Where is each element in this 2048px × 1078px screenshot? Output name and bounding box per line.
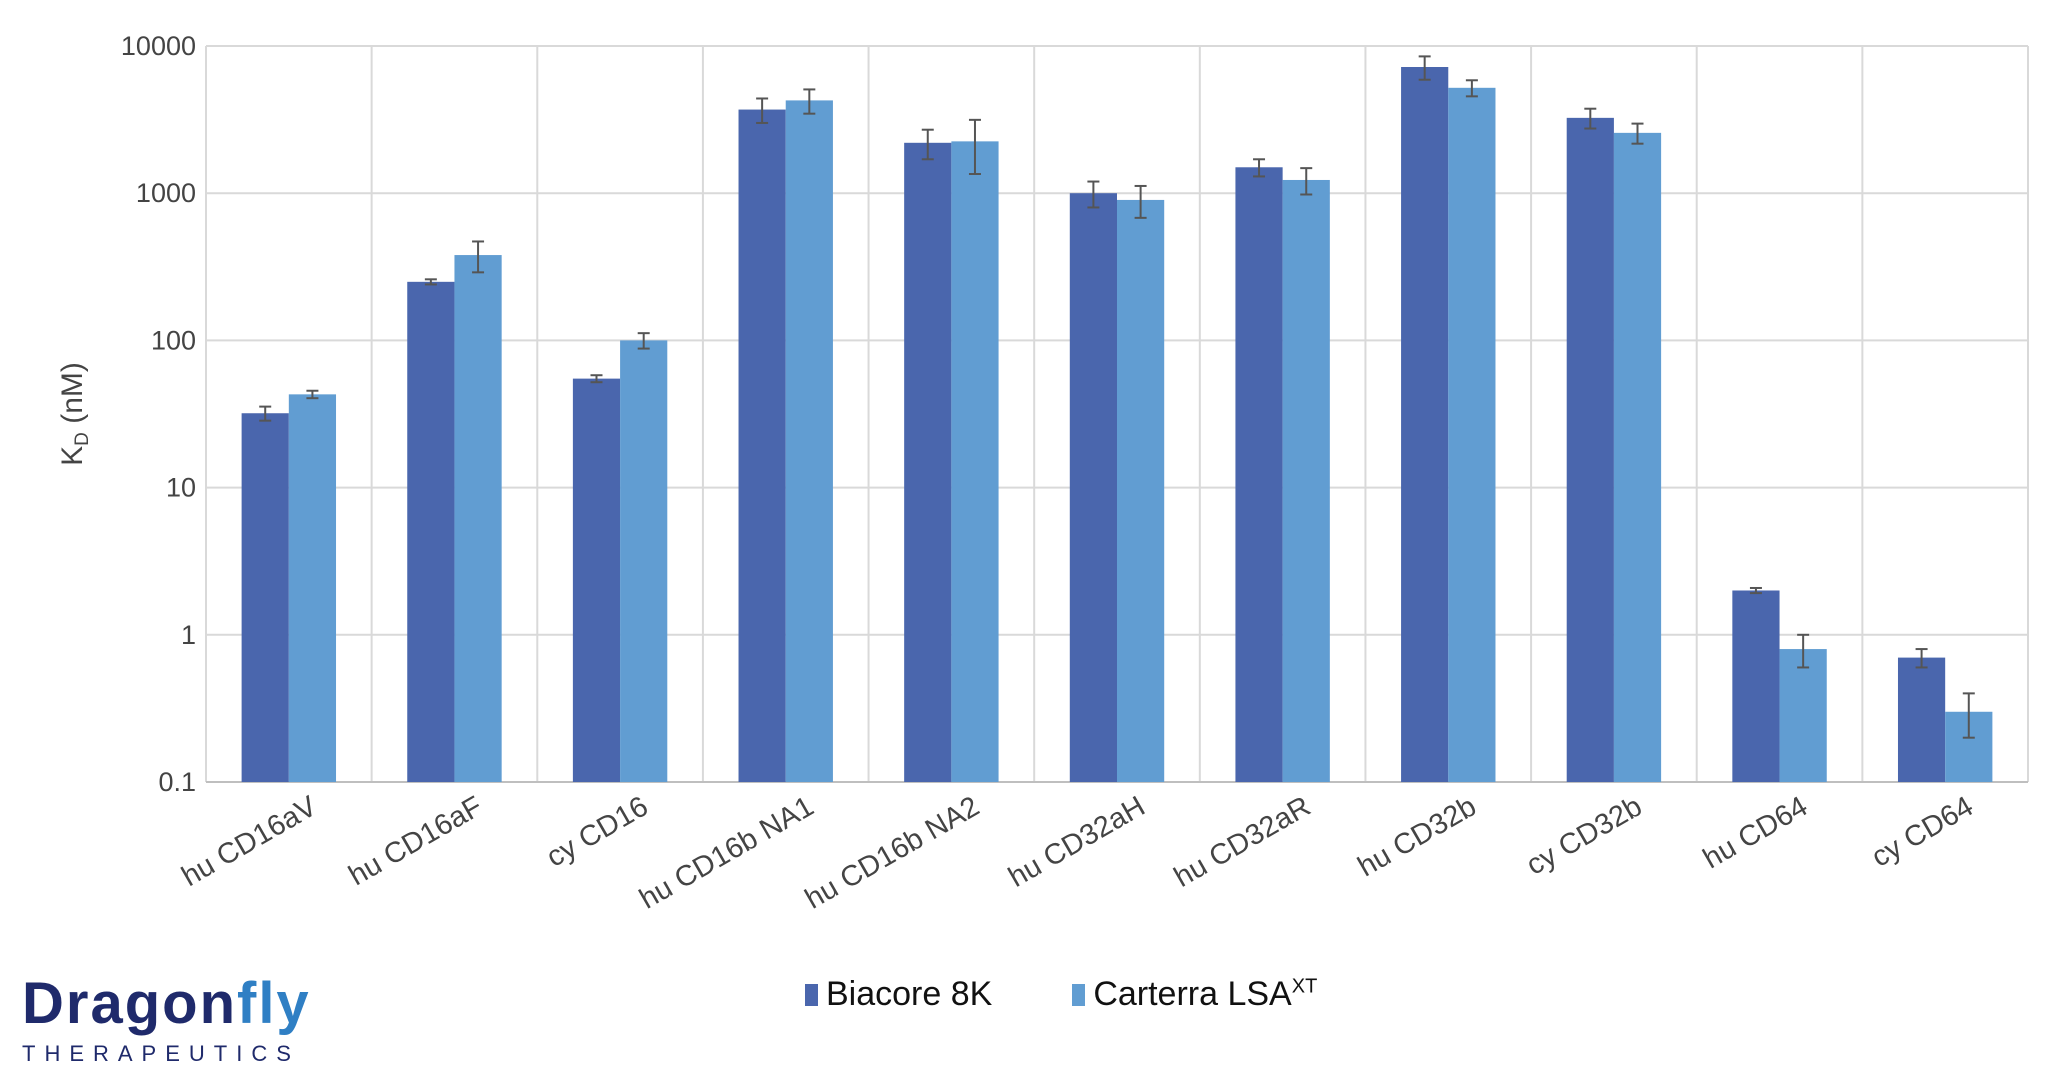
bar bbox=[1401, 67, 1449, 782]
legend-label-carterra-sup: XT bbox=[1291, 975, 1318, 998]
x-tick-label: hu CD32aR bbox=[1169, 790, 1316, 893]
y-axis-label-sub: D bbox=[72, 432, 93, 446]
bar bbox=[1779, 649, 1827, 782]
y-tick-label: 1000 bbox=[136, 178, 196, 208]
x-tick-label: hu CD16aV bbox=[176, 790, 322, 893]
x-tick-label: hu CD32b bbox=[1353, 790, 1482, 883]
bar bbox=[1613, 132, 1662, 782]
bar bbox=[1117, 199, 1165, 783]
legend-swatch-carterra bbox=[1072, 983, 1086, 1006]
legend-label-carterra-text: Carterra LSA bbox=[1093, 975, 1292, 1013]
legend: Biacore 8K Carterra LSAXT bbox=[805, 975, 1317, 1014]
bar bbox=[1235, 167, 1283, 783]
x-tick-label: cy CD64 bbox=[1866, 790, 1978, 873]
x-tick-label: hu CD16b NA2 bbox=[800, 790, 985, 915]
logo-main-text: Dragon bbox=[22, 971, 237, 1036]
bar bbox=[572, 378, 621, 782]
y-tick-label: 10 bbox=[166, 473, 196, 503]
legend-label-carterra: Carterra LSAXT bbox=[1093, 975, 1317, 1014]
x-tick-label: hu CD16b NA1 bbox=[634, 790, 819, 915]
x-tick-label: cy CD16 bbox=[541, 790, 653, 873]
x-tick-label: cy CD32b bbox=[1521, 790, 1647, 881]
y-axis-label: KD (nM) bbox=[56, 362, 93, 466]
bar bbox=[288, 394, 337, 782]
legend-item-carterra: Carterra LSAXT bbox=[1072, 975, 1317, 1014]
legend-label-biacore: Biacore 8K bbox=[826, 975, 993, 1013]
bar bbox=[1282, 179, 1330, 783]
bar bbox=[454, 255, 502, 782]
bar bbox=[241, 413, 289, 782]
y-axis-label-unit: (nM) bbox=[56, 362, 89, 432]
bar bbox=[1897, 657, 1946, 782]
y-tick-label: 1 bbox=[181, 620, 196, 650]
bar bbox=[1732, 590, 1780, 782]
bar bbox=[1069, 193, 1117, 782]
bar bbox=[738, 109, 786, 782]
logo-accent-text: fly bbox=[237, 971, 311, 1036]
y-tick-label: 0.1 bbox=[158, 767, 196, 797]
y-tick-label: 10000 bbox=[121, 31, 196, 61]
logo-wordmark: Dragonfly bbox=[22, 975, 311, 1033]
bar bbox=[407, 281, 455, 782]
legend-swatch-biacore bbox=[805, 983, 818, 1006]
x-tick-label: hu CD64 bbox=[1698, 790, 1813, 875]
x-tick-label: hu CD16aF bbox=[344, 790, 488, 892]
bar bbox=[785, 100, 833, 783]
dragonfly-logo: Dragonfly THERAPEUTICS bbox=[22, 975, 311, 1067]
bar bbox=[951, 141, 999, 782]
y-tick-label: 100 bbox=[151, 325, 196, 355]
bar bbox=[1566, 117, 1614, 782]
bar bbox=[1448, 87, 1496, 782]
legend-item-biacore: Biacore 8K bbox=[805, 975, 992, 1014]
logo-subtitle: THERAPEUTICS bbox=[22, 1041, 300, 1066]
bar bbox=[620, 340, 668, 782]
y-axis-label-main: K bbox=[56, 446, 89, 466]
x-tick-label: hu CD32aH bbox=[1003, 790, 1150, 893]
bar bbox=[904, 142, 952, 782]
